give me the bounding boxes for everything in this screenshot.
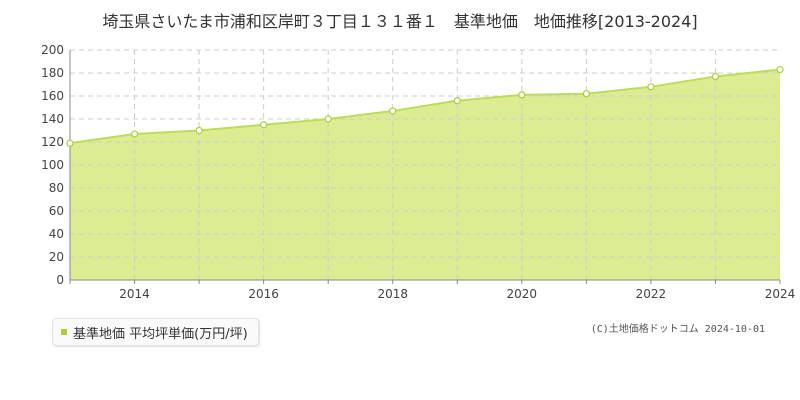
y-tick-label: 100 <box>41 158 64 172</box>
x-tick-label: 2020 <box>507 287 538 301</box>
y-tick-label: 200 <box>41 43 64 57</box>
data-point <box>66 139 74 147</box>
y-tick-label: 20 <box>49 250 64 264</box>
series-line <box>69 68 781 145</box>
x-tick-label: 2016 <box>248 287 279 301</box>
y-tick-label: 80 <box>49 181 64 195</box>
data-point <box>195 126 203 135</box>
data-point <box>776 65 784 74</box>
chart-title: 埼玉県さいたま市浦和区岸町３丁目１３１番１ 基準地価 地価推移[2013-202… <box>102 12 698 31</box>
y-tick-label: 60 <box>49 204 64 218</box>
y-tick-label: 0 <box>56 273 64 287</box>
y-tick-label: 40 <box>49 227 64 241</box>
copyright-text: (C)土地価格ドットコム 2024-10-01 <box>590 324 765 335</box>
x-tick-label: 2022 <box>636 287 667 301</box>
legend-marker <box>61 329 67 335</box>
x-tick-label: 2024 <box>765 287 796 301</box>
data-point <box>711 72 720 81</box>
data-point <box>389 107 397 115</box>
y-tick-label: 120 <box>41 135 64 149</box>
legend-label: 基準地価 平均坪単価(万円/坪) <box>73 326 248 342</box>
data-point <box>518 91 526 99</box>
data-point <box>324 115 332 123</box>
data-point <box>582 90 590 98</box>
y-tick-label: 180 <box>41 66 64 80</box>
series-area <box>70 69 780 280</box>
y-tick-label: 160 <box>41 89 64 103</box>
data-point <box>130 130 139 138</box>
y-tick-label: 140 <box>41 112 64 126</box>
data-point <box>647 83 655 91</box>
x-tick-label: 2018 <box>377 287 408 301</box>
x-tick-label: 2014 <box>119 287 150 301</box>
data-point <box>453 96 461 105</box>
data-point <box>260 121 268 129</box>
legend: 基準地価 平均坪単価(万円/坪) <box>52 318 259 346</box>
